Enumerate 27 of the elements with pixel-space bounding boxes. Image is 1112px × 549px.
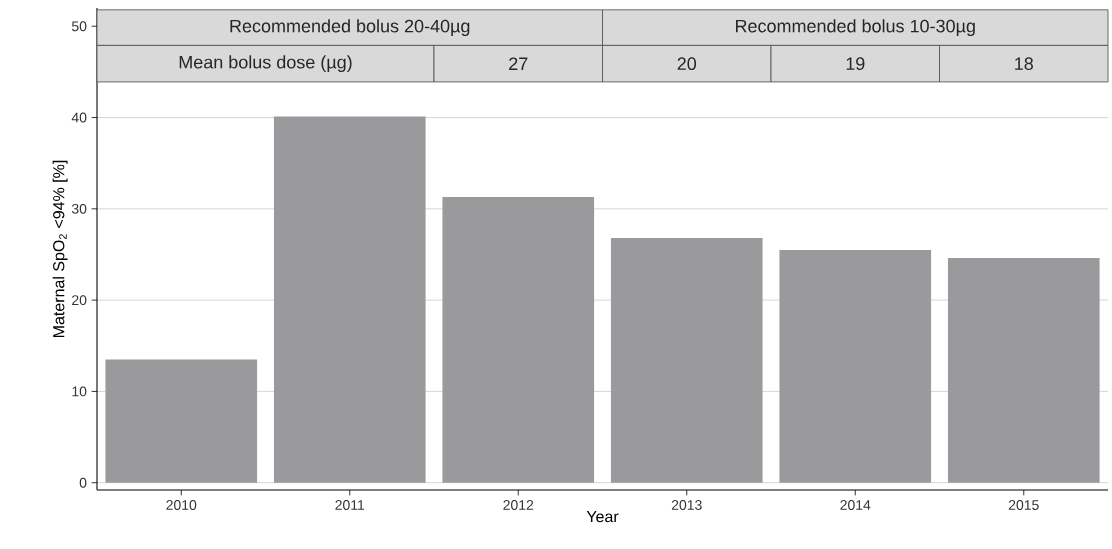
x-tick-label: 2010: [166, 500, 197, 510]
annotation: 27: [509, 57, 528, 70]
annotation: Recommended bolus 20-40µg: [230, 19, 470, 37]
y-tick-label: 0: [79, 477, 87, 488]
x-tick-label: 2015: [1008, 500, 1039, 510]
annotation: Recommended bolus 10-30µg: [735, 19, 975, 37]
bar: [442, 196, 595, 483]
annotation: 19: [846, 57, 865, 71]
y-tick-label: 30: [71, 203, 87, 214]
bar: [273, 116, 426, 483]
y-tick-label: 50: [71, 21, 87, 32]
bar: [779, 249, 932, 483]
x-tick-label: 2014: [840, 500, 871, 510]
y-tick-label: 20: [72, 295, 87, 306]
y-tick-label: 10: [72, 386, 87, 397]
annotation: Mean bolus dose (µg): [179, 55, 352, 73]
y-axis-title: Maternal SpO$_{2}$ <94% [%]: [52, 160, 68, 338]
bar: [947, 258, 1100, 483]
x-tick-label: 2013: [671, 500, 702, 510]
annotation: 18: [1015, 57, 1033, 71]
x-tick-label: 2012: [503, 500, 534, 510]
x-tick-label: 2011: [335, 500, 365, 510]
bar: [105, 359, 258, 483]
annotation: 20: [677, 57, 697, 71]
x-axis-title: Year: [586, 511, 619, 523]
y-tick-label: 40: [71, 112, 87, 123]
bar: [610, 238, 763, 483]
